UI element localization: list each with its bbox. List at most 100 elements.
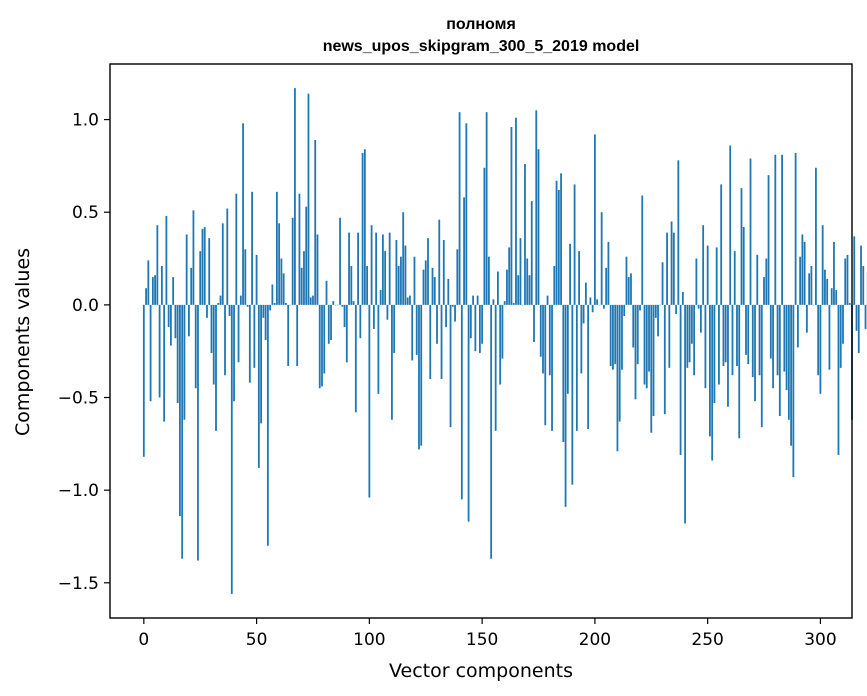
bar: [566, 304, 569, 394]
bar: [860, 245, 862, 305]
bar: [467, 304, 470, 522]
bar: [429, 304, 432, 379]
bar: [544, 304, 547, 426]
bar: [206, 304, 208, 318]
bar: [325, 280, 328, 305]
bar: [391, 304, 393, 420]
bar: [578, 251, 580, 305]
bar: [817, 304, 820, 376]
x-axis-label: Vector components: [389, 660, 573, 682]
bar: [239, 295, 242, 305]
bar: [379, 290, 382, 305]
bar: [652, 304, 655, 417]
bar: [395, 240, 398, 305]
bar: [269, 304, 272, 311]
bar: [740, 188, 743, 305]
bar: [251, 191, 253, 305]
bar: [774, 154, 777, 305]
bar: [794, 152, 797, 305]
bar: [842, 304, 844, 344]
bar: [427, 238, 429, 305]
bar: [835, 290, 838, 305]
bar: [639, 304, 641, 311]
bar: [212, 304, 215, 385]
bar: [154, 275, 156, 305]
bar: [824, 269, 826, 305]
bar: [257, 304, 260, 468]
bar: [375, 232, 378, 305]
bar: [418, 304, 420, 450]
bar: [790, 304, 792, 446]
bar: [386, 304, 389, 320]
bar: [787, 304, 790, 420]
bar: [497, 271, 499, 305]
bar: [181, 304, 184, 559]
bar: [857, 304, 860, 354]
bar: [160, 265, 163, 305]
bar: [569, 243, 571, 305]
bar: [424, 260, 427, 305]
bar: [589, 297, 592, 305]
bar: [285, 303, 287, 305]
x-axis: 0 50 100 150 200 250 300: [138, 618, 837, 650]
bar: [765, 258, 768, 305]
bar: [201, 228, 204, 305]
bar: [684, 304, 686, 524]
bar: [815, 167, 817, 305]
bar: [431, 267, 434, 305]
bar: [199, 251, 202, 305]
bar: [720, 184, 723, 305]
x-tick-label: 100: [353, 630, 385, 650]
x-tick-label: 250: [691, 630, 723, 650]
y-tick-label: 1.0: [72, 111, 99, 131]
bar: [582, 304, 585, 324]
bar: [699, 304, 702, 333]
bar: [853, 236, 856, 305]
bar: [172, 277, 175, 305]
bar: [593, 134, 596, 305]
bar: [555, 180, 558, 305]
bar: [402, 212, 405, 305]
bar: [778, 304, 781, 417]
bar: [742, 227, 745, 305]
bar: [557, 189, 560, 305]
bar: [616, 304, 619, 452]
bar: [271, 284, 274, 305]
bar: [512, 303, 515, 305]
chart-title-line1: полномя: [446, 16, 516, 33]
bar: [350, 265, 353, 305]
bar: [409, 295, 411, 305]
bar: [767, 175, 770, 305]
bar: [215, 304, 217, 431]
bar: [614, 304, 617, 365]
bar: [192, 210, 195, 305]
bar: [783, 304, 786, 372]
bar: [821, 225, 824, 305]
bar: [228, 304, 231, 316]
bar: [657, 304, 659, 337]
bar: [553, 265, 556, 305]
bar: [174, 304, 177, 339]
bar: [846, 254, 849, 305]
bar: [275, 191, 278, 305]
bar: [474, 304, 477, 352]
bar: [830, 288, 833, 305]
bar: [483, 167, 486, 305]
bar: [828, 304, 831, 370]
bar: [361, 152, 364, 305]
bar: [499, 304, 502, 385]
bar: [862, 265, 865, 305]
bar: [266, 304, 269, 546]
bar: [681, 291, 684, 305]
bar: [711, 304, 714, 461]
y-axis: −1.5 −1.0 −0.5 0.0 0.5 1.0: [58, 111, 110, 594]
bar: [460, 304, 463, 500]
bar: [528, 275, 531, 305]
bar: [377, 304, 380, 394]
bar: [668, 304, 671, 368]
bar: [510, 127, 513, 305]
bar: [321, 304, 323, 387]
bar: [197, 304, 199, 561]
bar: [506, 269, 508, 305]
bar: [309, 297, 312, 305]
